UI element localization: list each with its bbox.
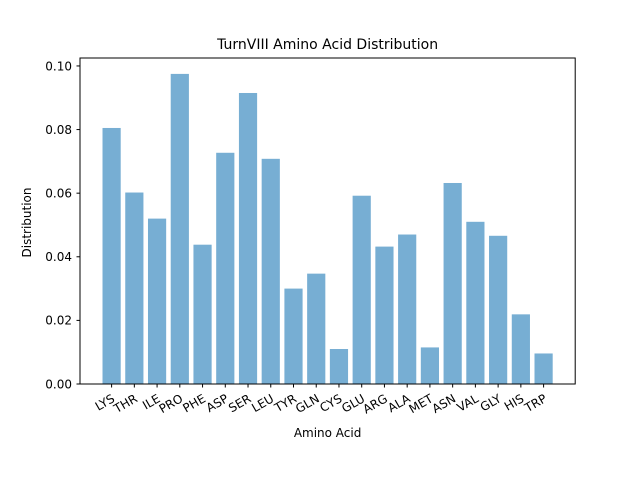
y-tick-label: 0.00 [45,377,72,391]
bar-pro [170,73,189,385]
x-axis-label: Amino Acid [294,426,362,440]
bar-asp [216,152,235,384]
plot-frame [79,57,576,385]
bar-his [511,314,530,384]
bar-met [420,347,440,384]
bar-gln [307,273,326,384]
bar-leu [261,158,280,384]
bar-val [466,221,485,384]
y-axis-label: Distribution [20,187,34,257]
bar-asn [443,182,462,384]
bars-layer [102,73,553,385]
bar-phe [193,244,212,384]
bar-gly [489,235,508,384]
y-tick-label: 0.06 [45,186,72,200]
bar-lys [102,127,121,384]
bar-cys [329,349,349,384]
chart-title: TurnVIII Amino Acid Distribution [216,37,438,53]
bar-ile [147,218,167,384]
bar-thr [125,192,144,384]
y-tick-label: 0.04 [45,250,72,264]
bar-trp [534,353,553,384]
bar-ala [398,234,417,384]
bar-tyr [284,288,303,384]
y-tick-label: 0.02 [45,314,72,328]
bar-ser [238,92,258,385]
y-tick-label: 0.10 [45,59,72,73]
bar-arg [375,246,394,384]
y-tick-label: 0.08 [45,123,72,137]
bar-glu [352,195,371,384]
